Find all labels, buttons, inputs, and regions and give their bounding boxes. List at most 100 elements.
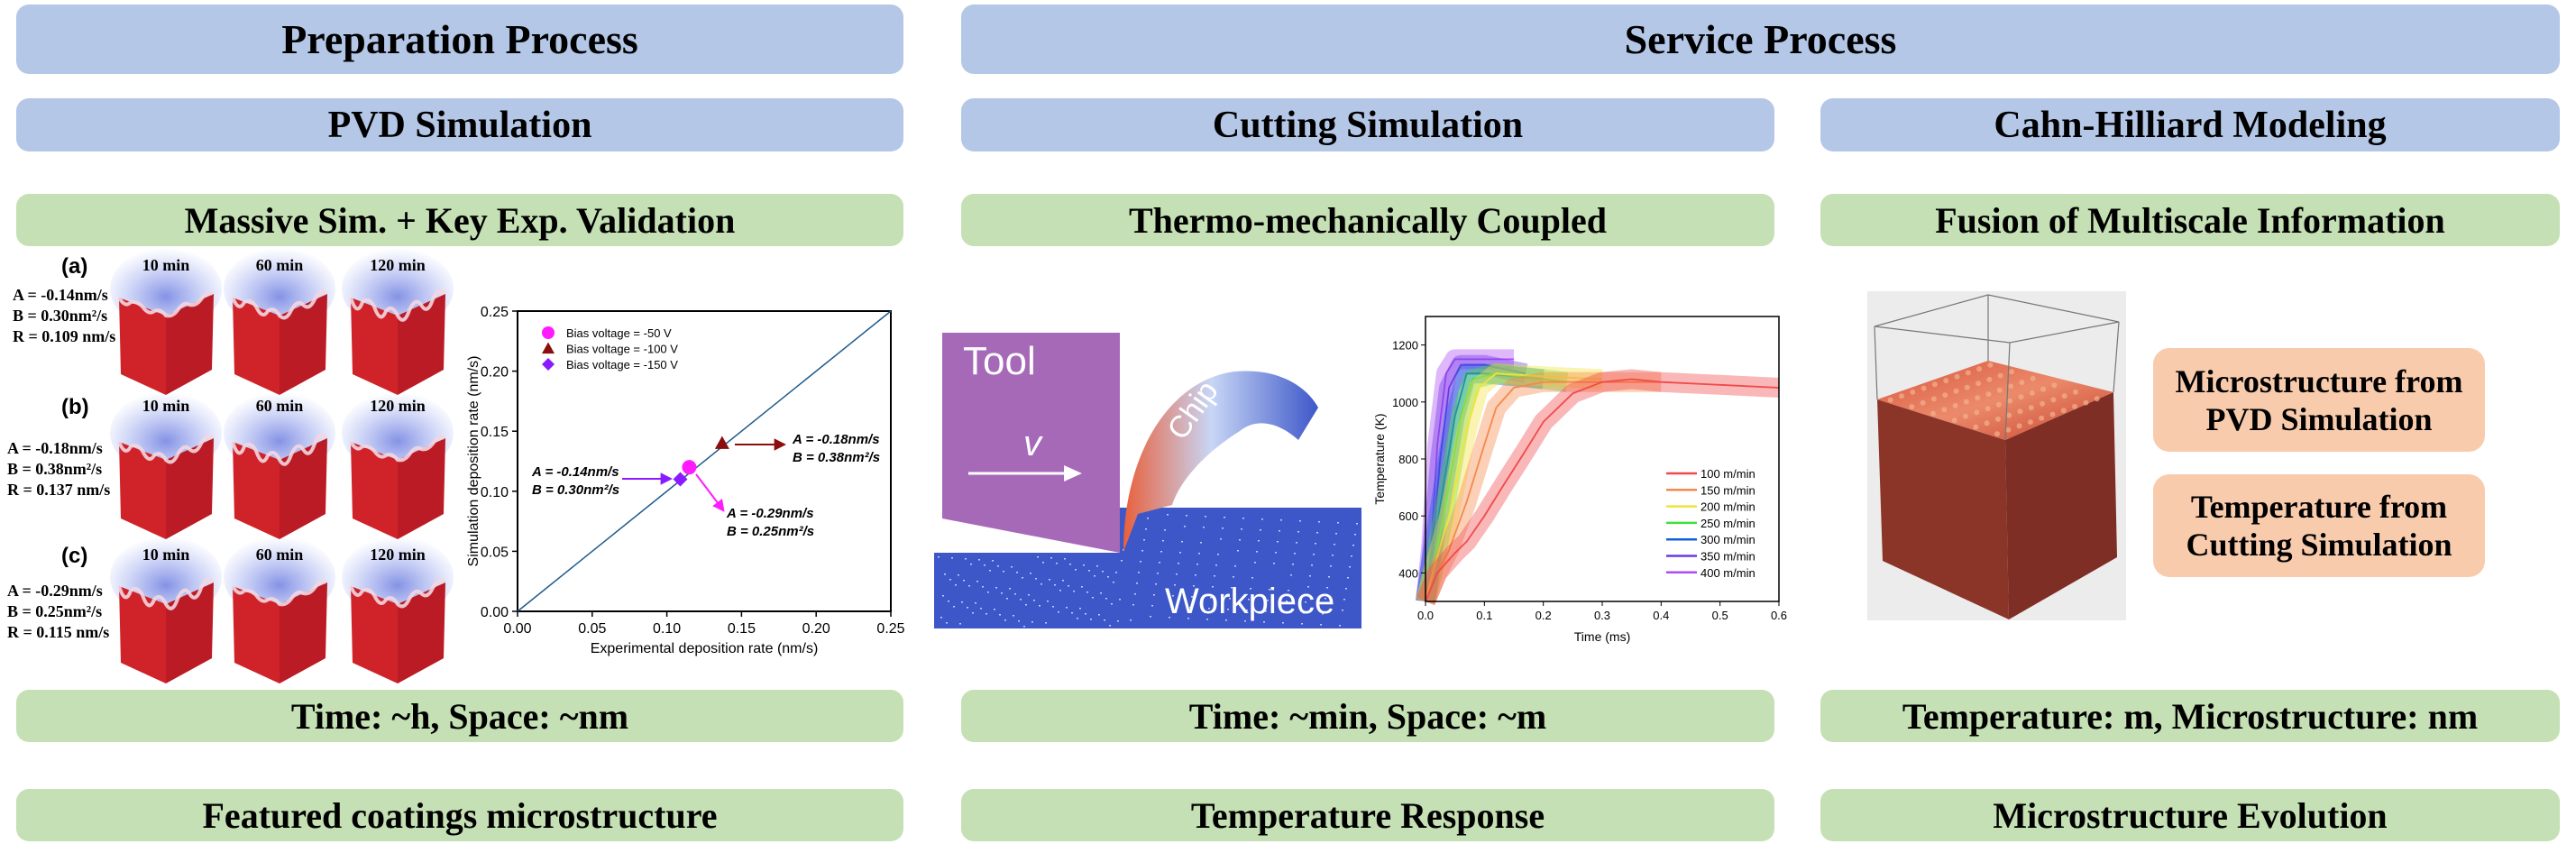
- params-c: A = -0.29nm/s B = 0.25nm²/s R = 0.115 nm…: [7, 581, 109, 643]
- grain-spot: [1987, 362, 1994, 368]
- atom-speck: [1176, 573, 1178, 575]
- atom-speck: [1181, 541, 1183, 543]
- grain-spot: [1964, 384, 1970, 390]
- param-c-B: B = 0.25nm²/s: [7, 602, 103, 620]
- cube-left-face: [119, 586, 166, 683]
- grain-spot: [1941, 407, 1948, 413]
- atom-speck: [995, 587, 997, 589]
- row-label-c: (c): [61, 544, 88, 568]
- surface-ridge: [117, 577, 215, 610]
- atom-speck: [1305, 601, 1306, 603]
- atom-speck: [1050, 557, 1052, 559]
- atom-speck: [1090, 619, 1092, 620]
- atom-speck: [958, 574, 959, 576]
- atom-speck: [989, 570, 991, 572]
- atom-speck: [1100, 592, 1102, 594]
- atom-speck: [1277, 541, 1279, 543]
- atom-speck: [1104, 619, 1105, 621]
- atom-speck: [1028, 594, 1030, 596]
- grain-spot: [1994, 431, 2000, 437]
- atom-speck: [1215, 564, 1217, 566]
- data-point-triangle: [714, 436, 729, 449]
- atom-speck: [1123, 549, 1124, 551]
- x-tick-label: 0.15: [728, 621, 756, 637]
- atom-speck: [1205, 516, 1206, 518]
- grain-spot: [2049, 411, 2056, 417]
- atom-speck: [1315, 543, 1316, 545]
- atom-speck: [1322, 613, 1324, 615]
- grain-spot: [1953, 388, 1959, 394]
- point-annotation: A = -0.18nm/s: [792, 432, 880, 447]
- y-tick-label: 1200: [1392, 339, 1418, 353]
- atom-speck: [1006, 598, 1008, 600]
- x-tick-label: 0.3: [1594, 609, 1610, 622]
- atom-speck: [1186, 515, 1187, 517]
- cube-left-face: [233, 442, 280, 539]
- atom-speck: [1214, 575, 1215, 577]
- grain-spot: [1942, 392, 1948, 399]
- atom-speck: [1210, 597, 1212, 599]
- atom-speck: [1155, 583, 1157, 585]
- atom-speck: [1020, 599, 1022, 601]
- atom-speck: [994, 609, 995, 610]
- atom-speck: [1349, 566, 1351, 568]
- atom-speck: [1286, 601, 1288, 602]
- atom-speck: [976, 581, 978, 582]
- atom-speck: [1351, 555, 1352, 557]
- row-label-b: (b): [61, 395, 89, 419]
- grain-spot: [2030, 375, 2036, 381]
- legend-label: Bias voltage = -100 V: [566, 343, 678, 356]
- atom-speck: [1288, 590, 1289, 592]
- data-point-circle: [682, 460, 697, 475]
- atom-speck: [1121, 560, 1123, 562]
- atom-speck: [1334, 544, 1335, 546]
- grain-spot: [1930, 396, 1937, 402]
- velocity-label: v: [1023, 424, 1043, 463]
- grain-spot: [2019, 380, 2025, 386]
- atom-speck: [970, 564, 972, 565]
- atom-speck: [1062, 580, 1064, 582]
- atom-speck: [1102, 571, 1104, 573]
- legend-label: 400 m/min: [1701, 566, 1756, 580]
- atom-speck: [1313, 554, 1315, 555]
- grain-spot: [2061, 393, 2067, 399]
- atom-speck: [1025, 604, 1027, 606]
- subheader-cutting-simulation: Cutting Simulation: [961, 98, 1774, 151]
- arrow-head-icon: [660, 472, 673, 485]
- atom-speck: [1052, 606, 1054, 608]
- grain-spot: [1965, 370, 1971, 376]
- atom-speck: [1354, 534, 1356, 536]
- legend-label: Bias voltage = -50 V: [566, 326, 672, 340]
- cahn-hilliard-cube: [1867, 291, 2126, 620]
- y-tick-label: 800: [1398, 453, 1418, 466]
- cube-right-face: [280, 438, 327, 539]
- surface-ridge: [231, 579, 328, 607]
- atom-speck: [1326, 587, 1328, 589]
- x-axis-label: Time (ms): [1574, 629, 1630, 644]
- grain-spot: [2040, 386, 2047, 392]
- cube-top-microstructure: [1877, 361, 2113, 440]
- atom-speck: [1107, 576, 1109, 578]
- legend-label: 300 m/min: [1701, 533, 1756, 546]
- atom-speck: [1031, 621, 1033, 623]
- grain-spot: [2060, 408, 2067, 414]
- cube-left-face: [351, 442, 398, 539]
- grain-spot: [1975, 395, 1981, 401]
- velocity-arrow-icon: [1064, 465, 1082, 482]
- atom-speck: [1094, 575, 1095, 577]
- atom-speck: [1196, 564, 1198, 565]
- grain-spot: [2007, 398, 2013, 404]
- atom-speck: [975, 602, 976, 604]
- surface-ridge: [231, 433, 328, 466]
- atom-speck: [967, 607, 968, 609]
- arrow-head-icon: [774, 438, 786, 451]
- atom-speck: [1273, 563, 1275, 564]
- series-line: [1425, 358, 1514, 602]
- outcome-cutting: Temperature Response: [961, 789, 1774, 841]
- atom-speck: [1138, 572, 1140, 573]
- atom-speck: [1191, 596, 1193, 598]
- grain-spot: [1997, 372, 2003, 379]
- x-tick-label: 0.20: [802, 621, 830, 637]
- atom-speck: [1119, 599, 1121, 601]
- morphology-cube: [224, 537, 335, 683]
